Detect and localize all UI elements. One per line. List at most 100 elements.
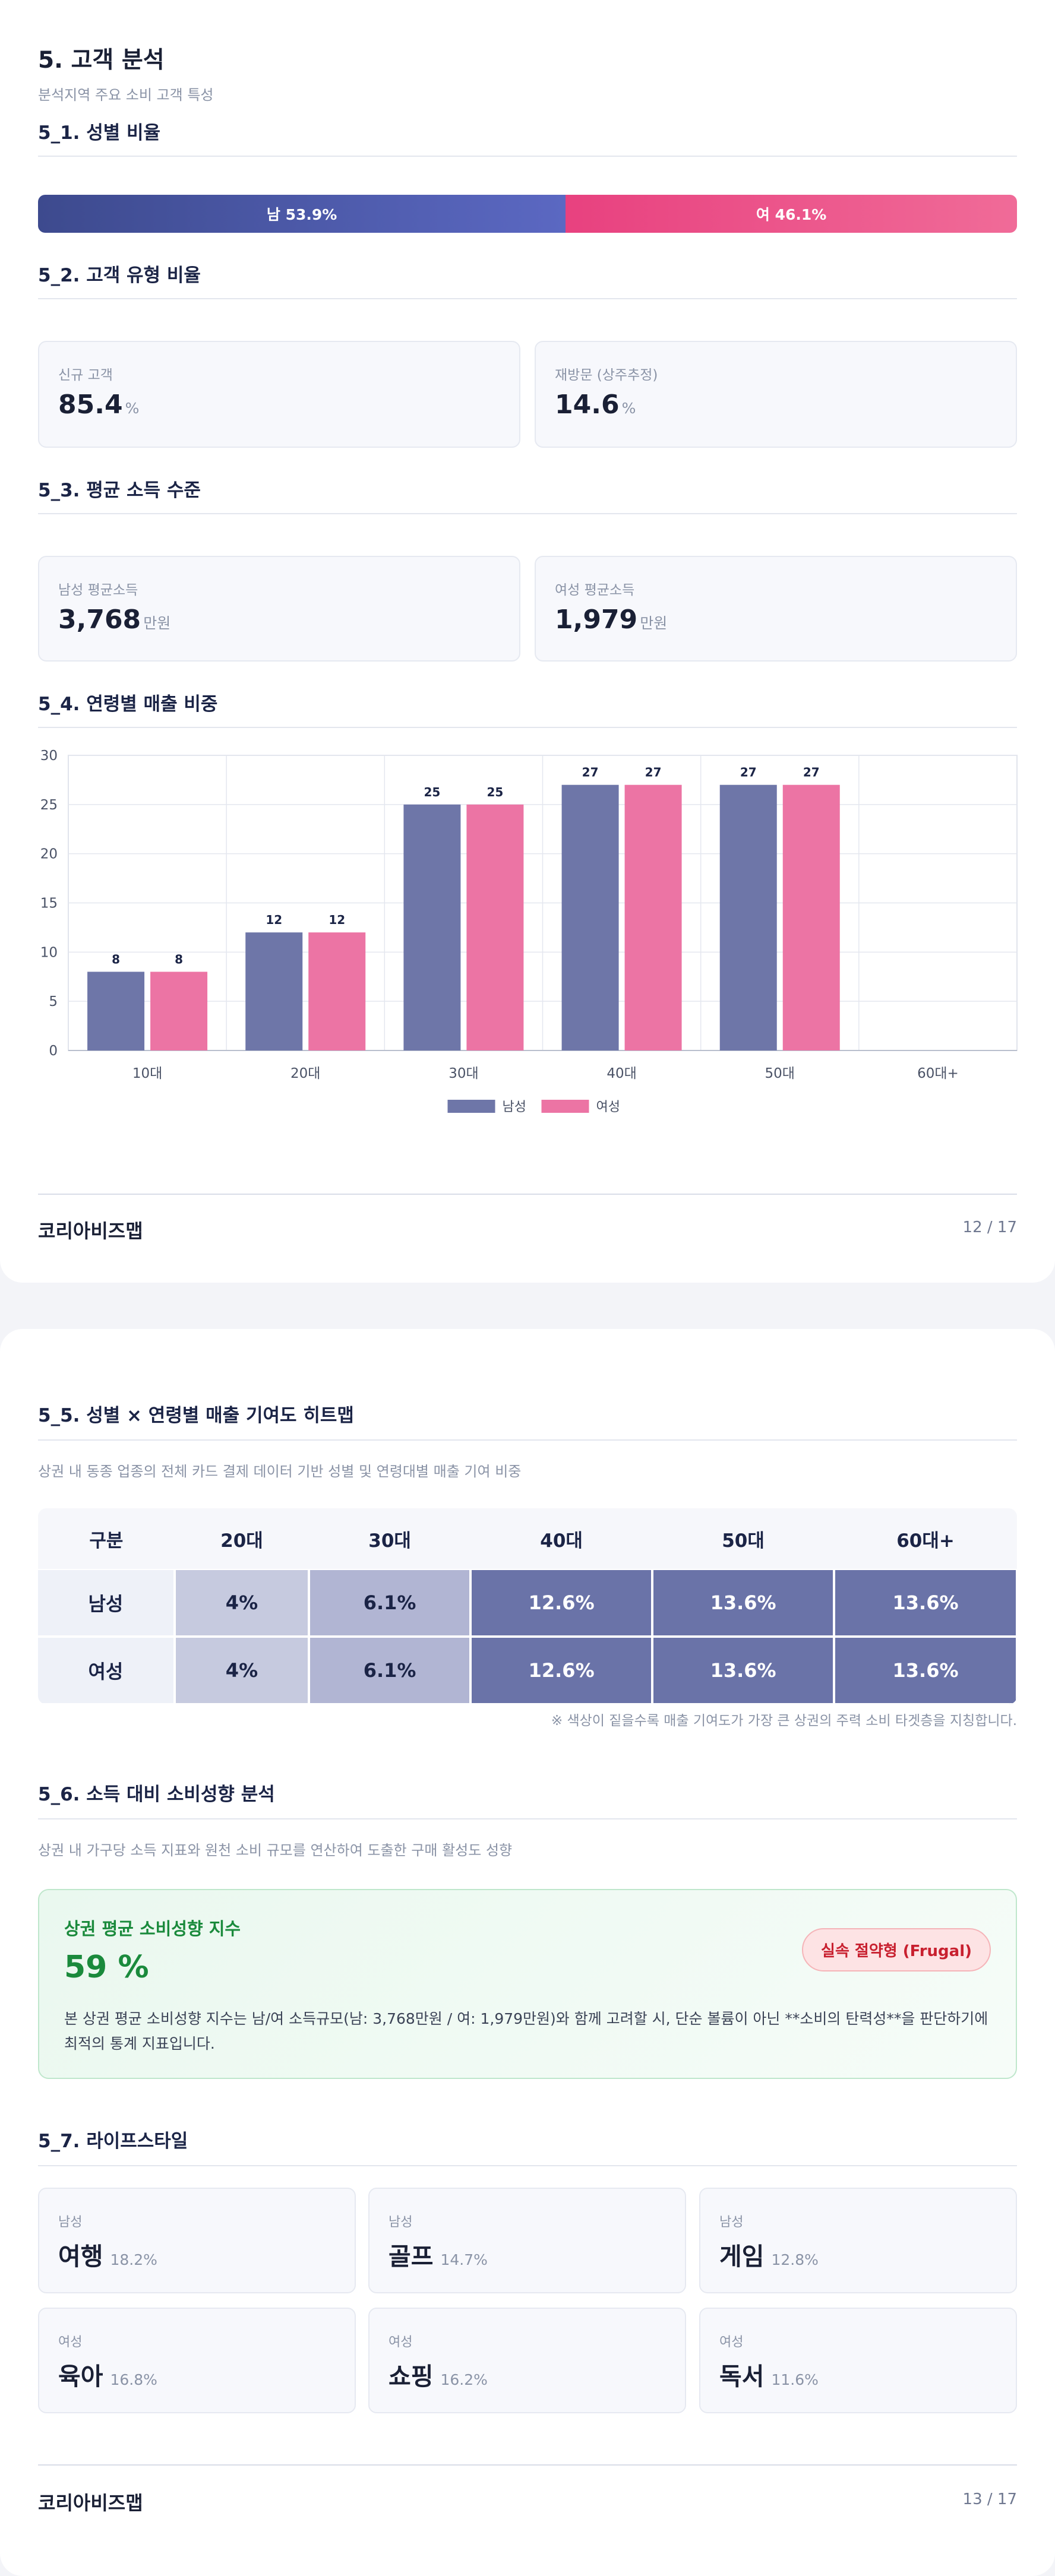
y-tick-label: 15	[40, 896, 58, 912]
x-tick-label: 60대+	[917, 1066, 959, 1081]
card-value: 85.4%	[58, 390, 140, 420]
card-label: 신규 고객	[58, 368, 113, 383]
page-number: 13 / 17	[962, 2490, 1017, 2508]
lifestyle-name: 육아 16.8%	[58, 2362, 157, 2391]
heatmap-note: ※ 색상이 짙을수록 매출 기여도가 가장 큰 상권의 주력 소비 타겟층을 지…	[551, 1713, 1017, 1729]
lifestyle-card: 여성 쇼핑 16.2%	[368, 2308, 686, 2413]
lifestyle-card: 여성 독서 11.6%	[699, 2308, 1017, 2413]
lifestyle-card: 남성 여행 18.2%	[38, 2188, 356, 2293]
footer-divider	[38, 2464, 1017, 2466]
lifestyle-gender: 여성	[58, 2335, 83, 2350]
lifestyle-gender: 여성	[719, 2335, 744, 2350]
bar-male	[245, 932, 303, 1050]
section-title-age-sales: 5_4. 연령별 매출 비중	[38, 694, 218, 715]
section-title-customer-type: 5_2. 고객 유형 비율	[38, 265, 201, 286]
footer-brand: 코리아비즈맵	[38, 1220, 143, 1242]
gender-ratio-bar: 남 53.9% 여 46.1%	[38, 195, 1017, 233]
section-subtitle: 상권 내 가구당 소득 지표와 원천 소비 규모를 연산하여 도출한 구매 활성…	[38, 1842, 513, 1859]
bar-female	[782, 784, 840, 1050]
female-income-card: 여성 평균소득 1,979 만원	[535, 556, 1017, 662]
bar-value-label: 25	[424, 785, 440, 799]
bar-female	[150, 971, 208, 1050]
report-page-13: 5_5. 성별 × 연령별 매출 기여도 히트맵 상권 내 동종 업종의 전체 …	[0, 1329, 1055, 2576]
heatmap-cell: 13.6%	[834, 1569, 1017, 1637]
y-tick-label: 10	[40, 945, 58, 960]
page-number: 12 / 17	[962, 1219, 1017, 1236]
y-tick-label: 30	[40, 748, 58, 764]
card-unit: %	[125, 400, 140, 417]
bar-value-label: 8	[175, 952, 183, 966]
bar-female	[308, 932, 366, 1050]
section-title-spending-propensity: 5_6. 소득 대비 소비성향 분석	[38, 1784, 275, 1805]
lifestyle-gender: 남성	[388, 2215, 413, 2230]
section-divider	[38, 2165, 1017, 2166]
x-tick-label: 20대	[290, 1066, 320, 1081]
table-row: 남성 4% 6.1% 12.6% 13.6% 13.6%	[38, 1569, 1017, 1637]
bar-value-label: 27	[803, 765, 820, 780]
gender-age-heatmap: 구분 20대 30대 40대 50대 60대+ 남성 4% 6.1% 12.6%…	[38, 1508, 1017, 1704]
heatmap-cell: 13.6%	[652, 1637, 835, 1704]
section-divider	[38, 1818, 1017, 1819]
section-divider	[38, 513, 1017, 514]
heatmap-cell: 6.1%	[309, 1569, 471, 1637]
lifestyle-card: 남성 게임 12.8%	[699, 2188, 1017, 2293]
heatmap-header: 40대	[470, 1508, 653, 1569]
heatmap-cell: 4%	[174, 1569, 309, 1637]
card-unit: 만원	[640, 615, 668, 632]
section-divider	[38, 727, 1017, 728]
heatmap-cell: 13.6%	[652, 1569, 835, 1637]
legend-label: 여성	[596, 1100, 620, 1115]
heatmap-header: 30대	[309, 1508, 471, 1569]
status-badge: 실속 절약형 (Frugal)	[802, 1928, 991, 1971]
heatmap-cell: 4%	[174, 1637, 309, 1704]
section-title-lifestyle: 5_7. 라이프스타일	[38, 2131, 188, 2152]
bar-value-label: 12	[328, 913, 345, 927]
card-unit: %	[621, 400, 636, 417]
male-income-card: 남성 평균소득 3,768 만원	[38, 556, 520, 662]
lifestyle-percent: 12.8%	[771, 2251, 819, 2268]
report-page-12: 5. 고객 분석 분석지역 주요 소비 고객 특성 5_1. 성별 비율 남 5…	[0, 0, 1055, 1283]
lifestyle-gender: 남성	[719, 2215, 744, 2230]
age-sales-bar-chart: 0 5 10 15 20 25 30 8 8 10대 12 12 20대 25 25 30대 27 27 40대 27…	[40, 748, 1018, 1115]
lifestyle-gender: 남성	[58, 2215, 83, 2230]
table-row: 여성 4% 6.1% 12.6% 13.6% 13.6%	[38, 1637, 1017, 1704]
bar-male	[403, 804, 461, 1050]
y-tick-label: 25	[40, 798, 58, 813]
index-description: 본 상권 평균 소비성향 지수는 남/여 소득규모(남: 3,768만원 / 여…	[64, 2010, 988, 2052]
section-title-gender-ratio: 5_1. 성별 비율	[38, 122, 161, 144]
heatmap-cell: 12.6%	[470, 1637, 653, 1704]
card-label: 남성 평균소득	[58, 583, 138, 598]
heatmap-header: 50대	[652, 1508, 835, 1569]
x-tick-label: 10대	[132, 1066, 162, 1081]
section-subtitle: 상권 내 동종 업종의 전체 카드 결제 데이터 기반 성별 및 연령대별 매출…	[38, 1463, 522, 1480]
y-tick-label: 5	[49, 994, 58, 1009]
bar-value-label: 27	[645, 765, 662, 780]
section-divider	[38, 298, 1017, 299]
y-tick-label: 20	[40, 847, 58, 862]
card-value: 14.6%	[555, 390, 636, 420]
page-title: 5. 고객 분석	[38, 47, 165, 74]
male-ratio-segment: 남 53.9%	[38, 195, 566, 233]
returning-customer-card: 재방문 (상주추정) 14.6%	[535, 341, 1017, 448]
lifestyle-percent: 11.6%	[771, 2371, 819, 2388]
footer-brand: 코리아비즈맵	[38, 2492, 143, 2514]
bar-value-label: 27	[740, 765, 757, 780]
heatmap-cell: 6.1%	[309, 1637, 471, 1704]
x-tick-label: 30대	[448, 1066, 478, 1081]
bar-male	[719, 784, 777, 1050]
bar-value-label: 27	[582, 765, 599, 780]
bar-female	[624, 784, 682, 1050]
bar-value-label: 8	[112, 952, 120, 966]
bar-female	[466, 804, 524, 1050]
section-divider	[38, 156, 1017, 157]
lifestyle-name: 게임 12.8%	[719, 2242, 819, 2271]
card-value: 1,979 만원	[555, 605, 668, 635]
heatmap-cell: 13.6%	[834, 1637, 1017, 1704]
bar-value-label: 12	[266, 913, 282, 927]
new-customer-card: 신규 고객 85.4%	[38, 341, 520, 448]
heatmap-header: 60대+	[834, 1508, 1017, 1569]
section-title-heatmap: 5_5. 성별 × 연령별 매출 기여도 히트맵	[38, 1405, 354, 1426]
bar-value-label: 25	[487, 785, 503, 799]
x-tick-label: 50대	[765, 1066, 795, 1081]
spending-index-panel: 상권 평균 소비성향 지수 59 % 실속 절약형 (Frugal) 본 상권 …	[38, 1889, 1017, 2079]
